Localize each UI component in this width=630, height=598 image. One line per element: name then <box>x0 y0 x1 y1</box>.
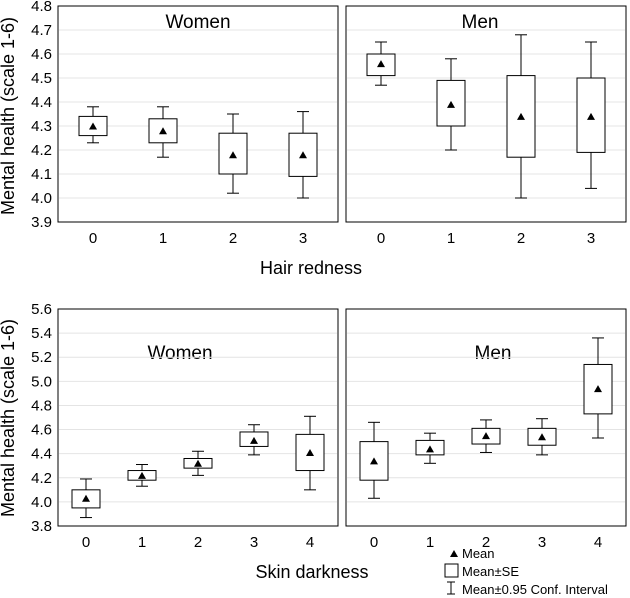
bottom-left-x-tick-label: 3 <box>250 534 258 551</box>
top-y-tick-label: 4.1 <box>31 166 52 183</box>
bottom-left-x-tick-label: 1 <box>138 534 146 551</box>
top-left-x-tick-label: 2 <box>229 230 237 247</box>
top-y-tick-label: 4.8 <box>31 0 52 15</box>
bottom-right-mean-marker <box>594 385 602 393</box>
bottom-right-x-tick-label: 0 <box>370 534 378 551</box>
top-left-panel-title: Women <box>165 12 230 33</box>
bottom-right-x-tick-label: 3 <box>538 534 546 551</box>
legend: Mean Mean±SE Mean±0.95 Conf. Interval <box>444 546 608 597</box>
top-y-tick-label: 3.9 <box>31 214 52 231</box>
top-right-x-tick-label: 3 <box>587 230 595 247</box>
bottom-left-mean-marker <box>138 471 146 479</box>
bottom-right-ci-whisker <box>592 337 604 439</box>
top-right-ci-whisker <box>585 41 597 189</box>
bottom-right-ci-whisker <box>368 421 380 499</box>
bottom-right-mean-marker <box>426 445 434 453</box>
bottom-right-x-tick-label: 2 <box>482 534 490 551</box>
bottom-left-mean-marker <box>250 436 258 444</box>
bottom-left-mean-marker <box>306 448 314 456</box>
top-left-mean-marker <box>159 127 167 135</box>
bottom-y-tick-label: 4.4 <box>31 446 52 463</box>
bottom-y-tick-label: 4.0 <box>31 494 52 511</box>
top-right-x-tick-label: 0 <box>377 230 385 247</box>
bottom-y-tick-label: 5.0 <box>31 373 52 390</box>
bottom-right-mean-marker <box>538 433 546 441</box>
bottom-y-tick-label: 5.2 <box>31 349 52 366</box>
bottom-right-ci-whisker <box>536 418 548 456</box>
top-right-mean-marker <box>377 60 385 68</box>
top-y-tick-label: 4.6 <box>31 46 52 63</box>
bottom-right-x-tick-label: 4 <box>594 534 602 551</box>
bottom-y-axis-title: Mental health (scale 1-6) <box>0 319 18 517</box>
top-right-ci-whisker <box>445 58 457 151</box>
top-left-x-tick-label: 1 <box>159 230 167 247</box>
top-y-tick-label: 4.2 <box>31 142 52 159</box>
top-y-tick-label: 4.7 <box>31 22 52 39</box>
bottom-right-ci-whisker <box>424 432 436 464</box>
top-left-panel-frame <box>57 5 339 223</box>
chart-marks: 3.9 4.0 4.1 4.2 4.3 4.4 4.5 4.6 4.7 4.8 0 1 2 3 0 1 2 3 3.… <box>31 0 625 551</box>
top-right-x-tick-label: 2 <box>517 230 525 247</box>
top-left-x-tick-label: 3 <box>299 230 307 247</box>
bottom-y-tick-label: 3.8 <box>31 518 52 535</box>
top-chart: Mental health (scale 1-6) Women Men Hair… <box>0 5 627 278</box>
bottom-left-ci-whisker <box>304 415 316 491</box>
bottom-chart: Mental health (scale 1-6) Women Men Skin… <box>0 308 627 582</box>
top-left-ci-whisker <box>227 113 239 194</box>
legend-ci-whisker <box>447 581 455 595</box>
top-y-tick-label: 4.4 <box>31 94 52 111</box>
bottom-left-x-tick-label: 4 <box>306 534 314 551</box>
legend-ci-label: Mean±0.95 Conf. Interval <box>462 582 608 597</box>
top-y-tick-label: 4.0 <box>31 190 52 207</box>
bottom-left-panel-frame <box>57 308 339 527</box>
bottom-y-tick-label: 5.6 <box>31 301 52 318</box>
top-left-mean-marker <box>299 151 307 159</box>
bottom-right-ci-whisker <box>480 419 492 453</box>
top-left-se-box <box>288 132 318 177</box>
bottom-left-ci-whisker <box>136 464 148 487</box>
top-right-ci-whisker <box>375 41 387 86</box>
bottom-left-x-tick-label: 0 <box>82 534 90 551</box>
top-left-ci-whisker <box>87 106 99 144</box>
bottom-right-mean-marker <box>482 432 490 440</box>
legend-se-box <box>444 563 459 578</box>
bottom-left-ci-whisker <box>248 424 260 456</box>
top-y-tick-label: 4.3 <box>31 118 52 135</box>
bottom-right-panel-frame <box>345 308 627 527</box>
top-y-axis-title: Mental health (scale 1-6) <box>0 17 18 215</box>
bottom-right-panel-title: Men <box>475 343 512 364</box>
top-y-tick-label: 4.5 <box>31 70 52 87</box>
legend-mean-label: Mean <box>462 546 495 561</box>
bottom-y-tick-label: 4.2 <box>31 470 52 487</box>
top-right-mean-marker <box>587 112 595 120</box>
top-right-mean-marker <box>517 112 525 120</box>
bottom-left-ci-whisker <box>192 450 204 476</box>
bottom-x-axis-title: Skin darkness <box>255 562 368 582</box>
bottom-left-x-tick-label: 2 <box>194 534 202 551</box>
bottom-left-mean-marker <box>194 459 202 467</box>
bottom-right-mean-marker <box>370 457 378 465</box>
bottom-left-mean-marker <box>82 494 90 502</box>
top-x-axis-title: Hair redness <box>260 258 362 278</box>
top-left-ci-whisker <box>297 111 309 199</box>
top-left-mean-marker <box>229 151 237 159</box>
bottom-y-tick-label: 4.8 <box>31 397 52 414</box>
top-right-mean-marker <box>447 100 455 108</box>
bottom-y-tick-label: 4.6 <box>31 422 52 439</box>
bottom-right-x-tick-label: 1 <box>426 534 434 551</box>
legend-se-label: Mean±SE <box>462 564 519 579</box>
bottom-left-panel-title: Women <box>147 343 212 364</box>
top-right-x-tick-label: 1 <box>447 230 455 247</box>
top-right-ci-whisker <box>515 34 527 199</box>
top-left-ci-whisker <box>157 106 169 158</box>
top-left-x-tick-label: 0 <box>89 230 97 247</box>
top-right-panel-title: Men <box>462 12 499 33</box>
legend-mean-marker <box>450 550 458 557</box>
top-right-panel-frame <box>345 5 627 223</box>
bottom-left-ci-whisker <box>80 478 92 519</box>
bottom-y-tick-label: 5.4 <box>31 325 52 342</box>
top-left-mean-marker <box>89 122 97 130</box>
